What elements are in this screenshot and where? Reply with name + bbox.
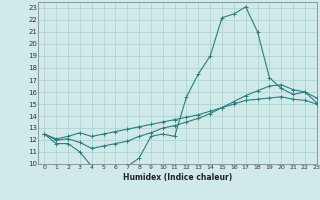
X-axis label: Humidex (Indice chaleur): Humidex (Indice chaleur) xyxy=(123,173,232,182)
